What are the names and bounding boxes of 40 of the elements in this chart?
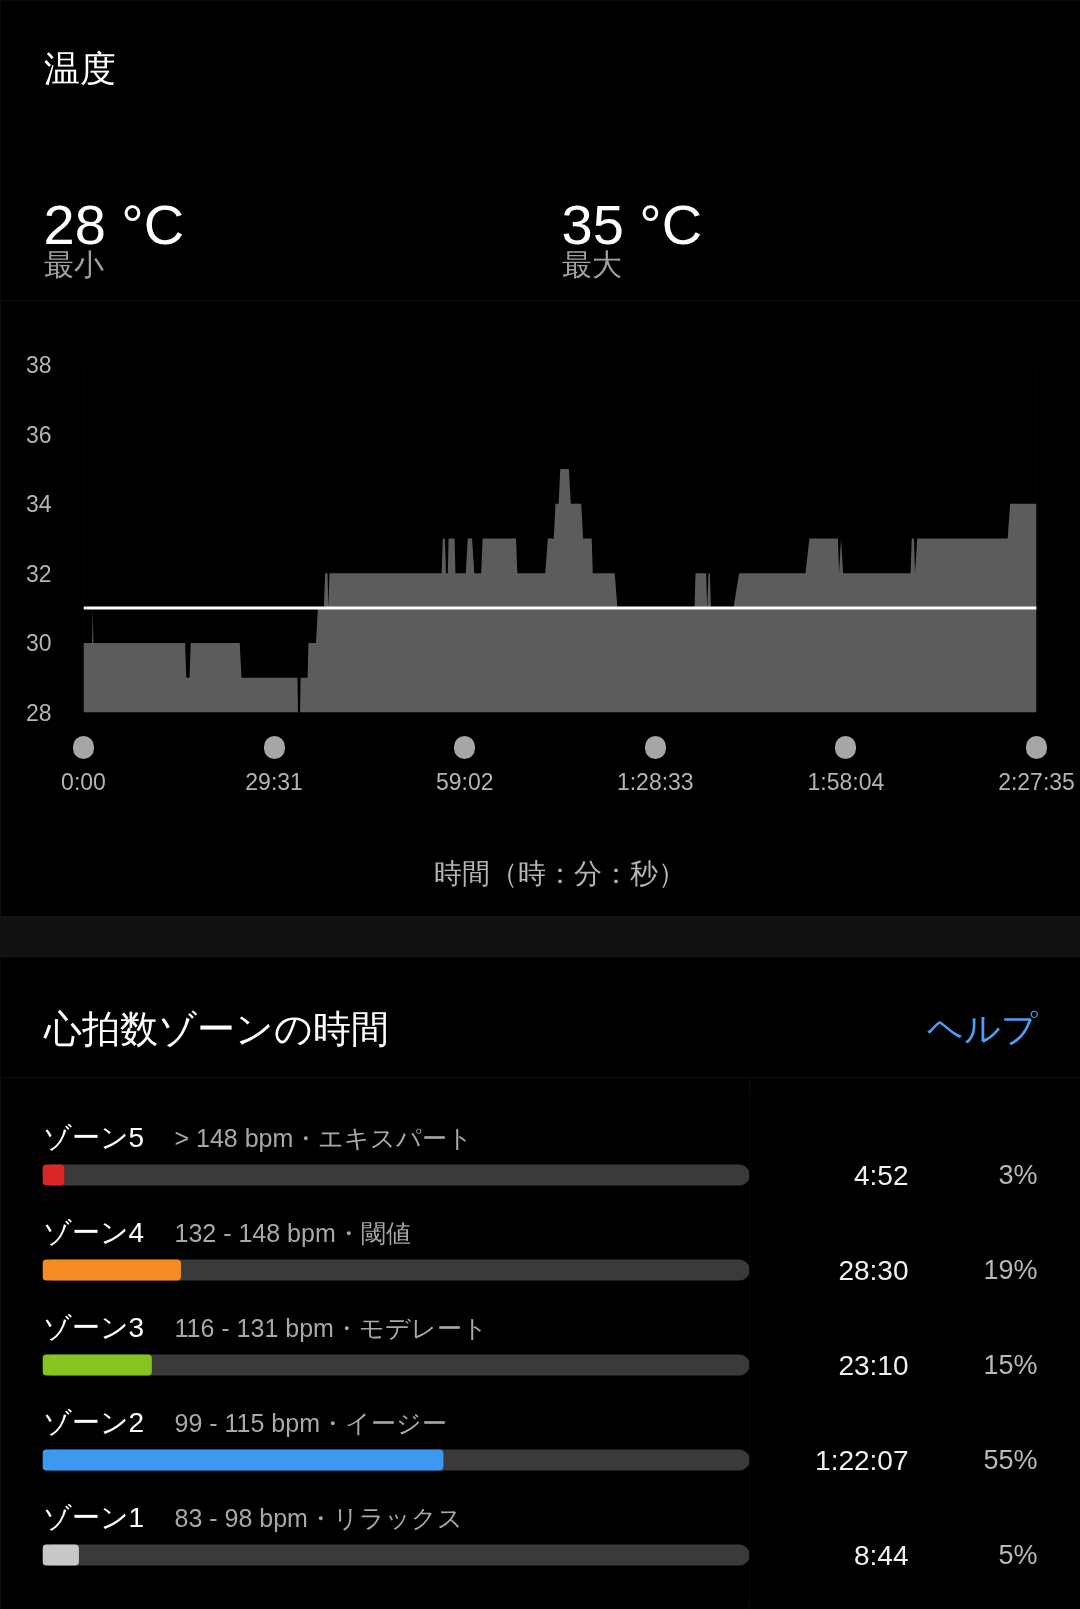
bar — [42, 1259, 181, 1281]
annotation: 132 - 148 bpm・閾値 — [174, 1218, 411, 1247]
x-tick-label: 29:31 — [245, 768, 303, 795]
bar — [42, 1164, 65, 1186]
x-tick-label: 2:27:35 — [998, 768, 1075, 795]
bar — [42, 1354, 152, 1376]
data-label: 15% — [983, 1350, 1038, 1380]
y-tick-label: ゾーン5 — [42, 1122, 145, 1154]
y-tick-label: 34 — [25, 491, 52, 518]
x-axis-title: 時間（時：分：秒） — [434, 857, 686, 889]
y-tick-label: ゾーン4 — [42, 1217, 145, 1249]
text: 1:22:07 — [815, 1444, 909, 1476]
y-tick-label: 36 — [25, 421, 52, 448]
text: 28:30 — [838, 1254, 909, 1286]
y-tick-label: ゾーン3 — [42, 1312, 145, 1344]
annotation: 116 - 131 bpm・モデレート — [174, 1313, 488, 1342]
chart-title: 心拍数ゾーンの時間 — [42, 1007, 389, 1050]
data-label: 19% — [983, 1255, 1038, 1285]
y-tick-label: 30 — [25, 630, 52, 657]
y-tick-label: 32 — [25, 560, 52, 587]
data-label: 55% — [983, 1445, 1038, 1475]
annotation: > 148 bpm・エキスパート — [174, 1123, 474, 1152]
data-label: 5% — [998, 1540, 1038, 1570]
text: ヘルプ — [926, 1008, 1038, 1049]
text: 23:10 — [838, 1349, 909, 1381]
x-tick-label: 0:00 — [61, 768, 106, 795]
bar — [42, 1544, 79, 1566]
data-label: 3% — [998, 1160, 1038, 1190]
text: 4:52 — [854, 1159, 909, 1191]
chart-title: 温度 — [43, 48, 116, 89]
y-tick-label: 38 — [25, 352, 52, 378]
y-tick-label: ゾーン1 — [42, 1502, 145, 1534]
x-tick-label: 59:02 — [435, 768, 494, 795]
annotation: 99 - 115 bpm・イージー — [174, 1408, 447, 1437]
y-tick-label: ゾーン2 — [42, 1407, 145, 1439]
y-tick-label: 28 — [25, 700, 52, 726]
annotation: 83 - 98 bpm・リラックス — [174, 1503, 463, 1532]
x-tick-label: 1:58:04 — [807, 768, 885, 795]
x-tick-label: 1:28:33 — [616, 768, 694, 795]
text: 8:44 — [854, 1539, 909, 1571]
